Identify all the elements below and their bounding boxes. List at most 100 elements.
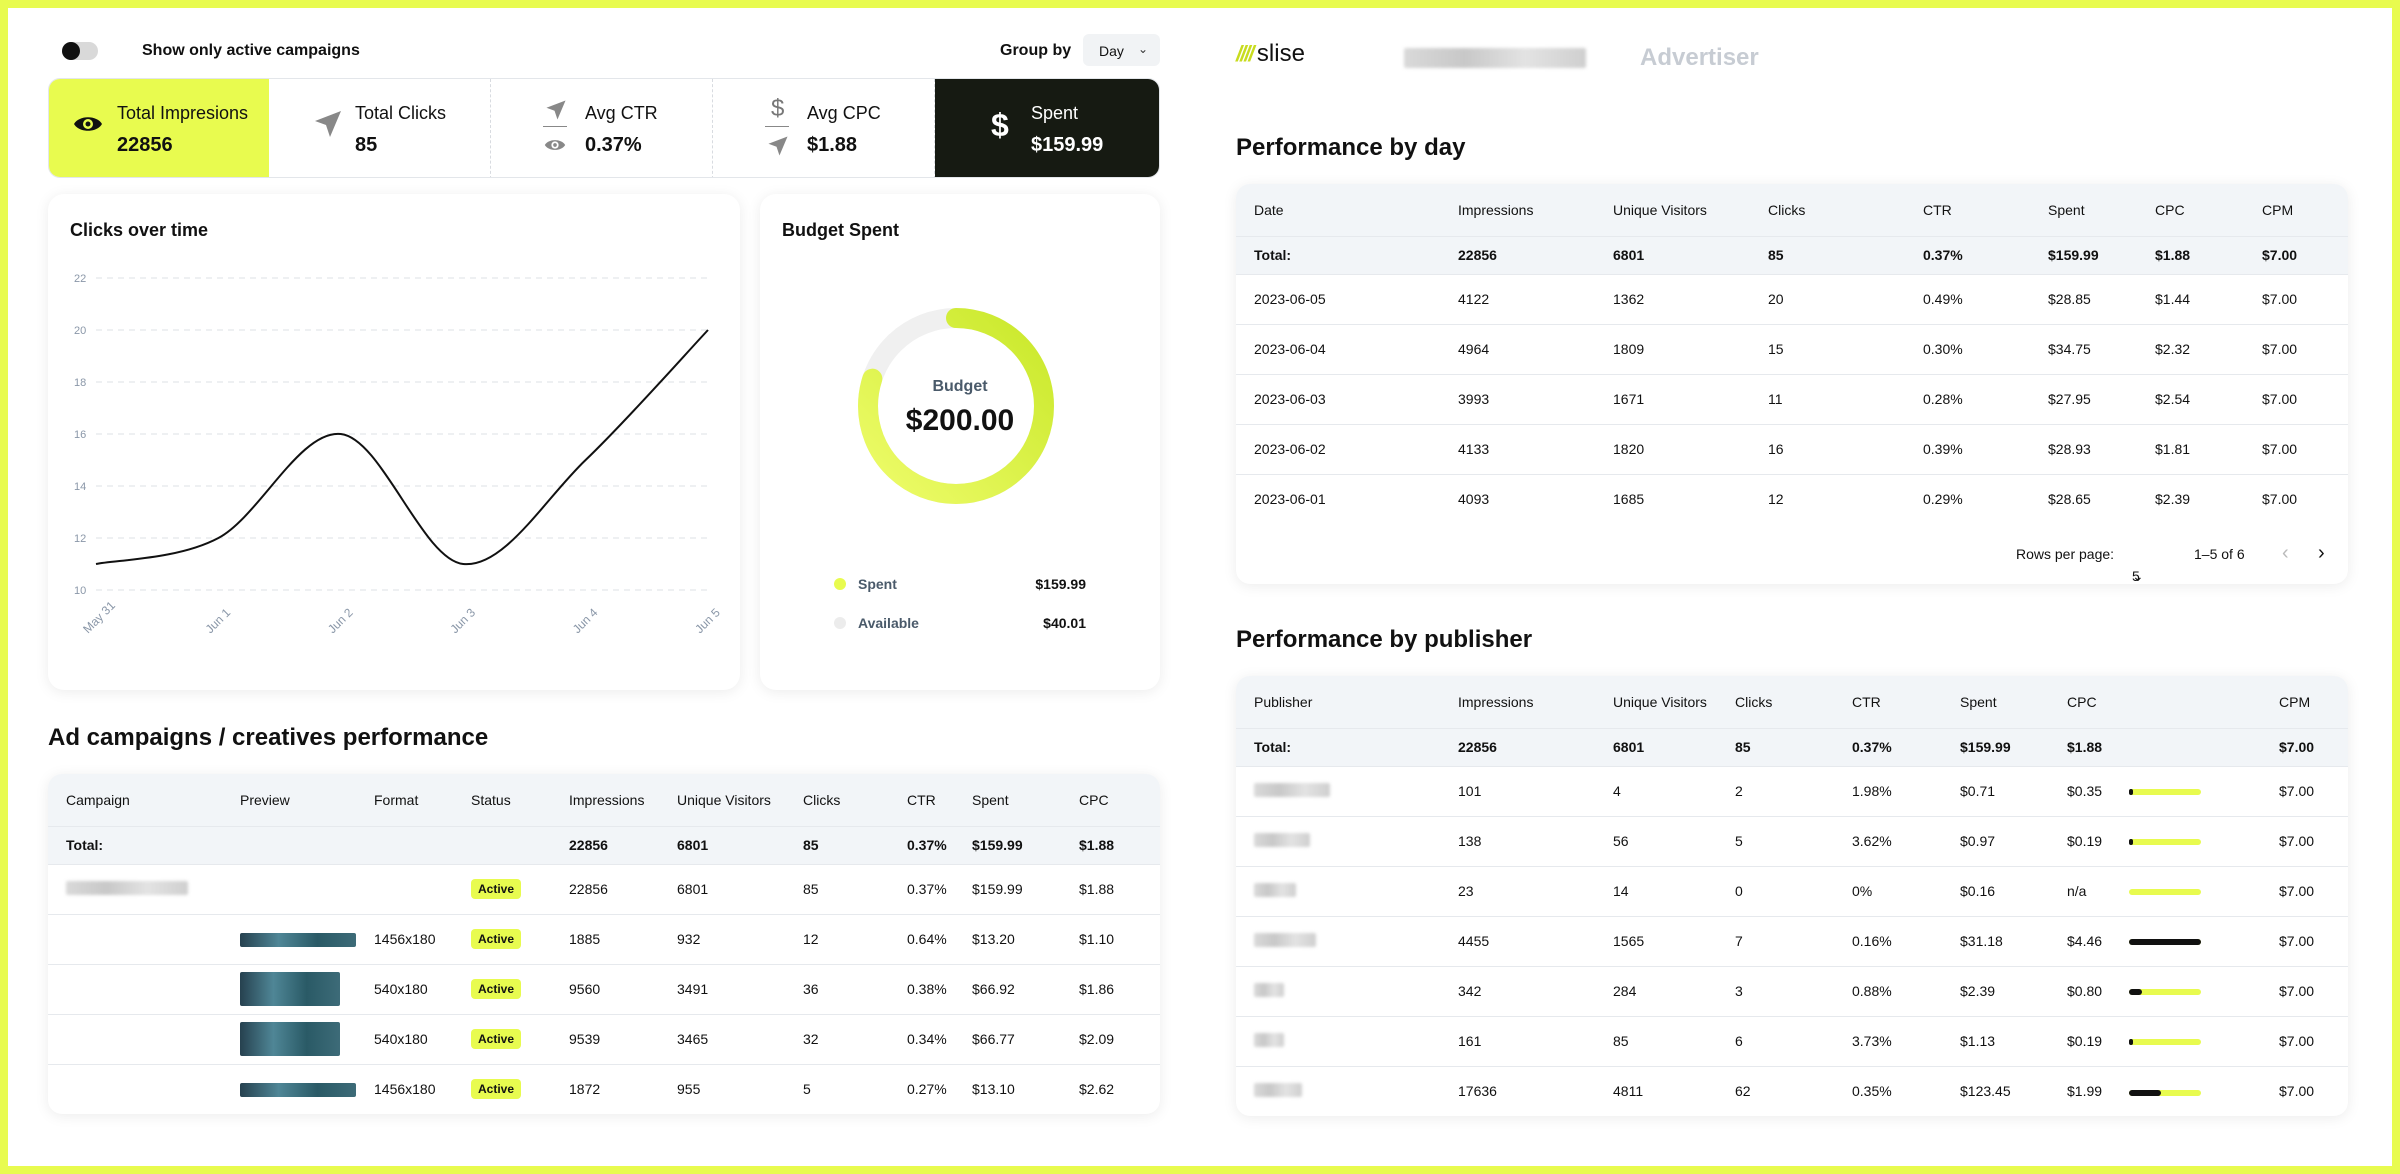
budget-card: Budget Spent Budget $200.00 Spent $159.9… (760, 194, 1160, 690)
col-ctr[interactable]: CTR (1834, 676, 1942, 728)
preview-cell (222, 863, 356, 914)
col-spent[interactable]: Spent (1942, 676, 2049, 728)
group-by-select[interactable]: Day ⌄ (1083, 34, 1160, 66)
clicks-chart-card: Clicks over time 10 12 14 16 18 20 22 May 31 Jun… (48, 194, 740, 690)
table-row[interactable]: 2023-06-05 4122 1362 20 0.49% $28.85 $1.44 $7.0… (1236, 273, 2348, 324)
table-row[interactable]: 17636 4811 62 0.35% $123.45 $1.99 $7.00 (1236, 1065, 2348, 1116)
total-cell: 22856 (1440, 235, 1595, 274)
active-campaigns-toggle[interactable] (62, 42, 98, 60)
col-campaign[interactable]: Campaign (48, 774, 222, 826)
table-row[interactable]: 2023-06-01 4093 1685 12 0.29% $28.65 $2.39 $7.0… (1236, 473, 2348, 524)
col-impressions[interactable]: Impressions (551, 774, 659, 826)
creative-thumbnail[interactable] (240, 972, 340, 1006)
cell: 4133 (1440, 423, 1595, 474)
table-row[interactable]: 101 4 2 1.98% $0.71 $0.35 $7.00 (1236, 765, 2348, 816)
stat-value: $1.88 (807, 134, 858, 156)
col-cpm[interactable]: CPM (2261, 676, 2348, 728)
creative-thumbnail[interactable] (240, 1083, 356, 1098)
col-status[interactable]: Status (453, 774, 551, 826)
spent-cell: $0.97 (1942, 815, 2049, 866)
col-cpc[interactable]: CPC (2137, 184, 2244, 236)
col-clicks[interactable]: Clicks (785, 774, 889, 826)
redacted-text (1254, 832, 1310, 847)
col-date[interactable]: Date (1236, 184, 1440, 236)
eye-icon (543, 137, 567, 158)
clicks-line-chart: 10 12 14 16 18 20 22 May 31 Jun 1 Jun 2 Jun 3 Jun 4… (74, 273, 723, 636)
col-impressions[interactable]: Impressions (1440, 676, 1595, 728)
col-visitors[interactable]: Unique Visitors (1595, 676, 1717, 728)
col-visitors[interactable]: Unique Visitors (659, 774, 785, 826)
col-ctr[interactable]: CTR (889, 774, 954, 826)
col-spent[interactable]: Spent (954, 774, 1061, 826)
total-label: Total: (1236, 235, 1440, 274)
next-page-icon[interactable]: › (2318, 542, 2325, 564)
right-column: //// slise Advertiser Performance by day… (1236, 8, 2354, 1166)
table-row[interactable]: 4455 1565 7 0.16% $31.18 $4.46 $7.00 (1236, 915, 2348, 966)
total-cell: 85 (1750, 235, 1905, 274)
col-cpc[interactable]: CPC (1061, 774, 1160, 826)
col-impressions[interactable]: Impressions (1440, 184, 1595, 236)
table-row[interactable]: 1456x180 Active 1885 932 12 0.64% $13.20… (48, 913, 1160, 964)
share-cell (2111, 865, 2261, 916)
table-row[interactable]: 540x180 Active 9560 3491 36 0.38% $66.92… (48, 963, 1160, 1014)
toggle-knob (62, 42, 80, 60)
impressions-cell: 17636 (1440, 1065, 1595, 1116)
table-row[interactable]: 540x180 Active 9539 3465 32 0.34% $66.77… (48, 1013, 1160, 1064)
table-row[interactable]: 161 85 6 3.73% $1.13 $0.19 $7.00 (1236, 1015, 2348, 1066)
col-clicks[interactable]: Clicks (1717, 676, 1834, 728)
table-row[interactable]: 342 284 3 0.88% $2.39 $0.80 $7.00 (1236, 965, 2348, 1016)
stat-label: Avg CPC (807, 103, 881, 123)
table-row[interactable]: 23 14 0 0% $0.16 n/a $7.00 (1236, 865, 2348, 916)
cell: 1685 (1595, 473, 1750, 524)
col-visitors[interactable]: Unique Visitors (1595, 184, 1750, 236)
share-cell (2111, 815, 2261, 866)
prev-page-icon[interactable]: ‹ (2282, 542, 2289, 564)
share-bar-fill (2129, 839, 2133, 846)
stat-value: $159.99 (1031, 134, 1104, 156)
col-cpm[interactable]: CPM (2244, 184, 2348, 236)
total-cell (222, 825, 356, 864)
cpc-cell: $1.99 (2049, 1065, 2111, 1116)
stat-label: Avg CTR (585, 103, 658, 123)
x-tick-label: Jun 3 (447, 605, 478, 636)
creative-thumbnail[interactable] (240, 933, 356, 948)
stat-avg-cpc[interactable]: $ Avg CPC $1.88 (713, 79, 935, 177)
total-cell: 6801 (659, 825, 785, 864)
legend-swatch-spent (834, 578, 846, 590)
status-cell: Active (453, 1013, 551, 1064)
col-cpc[interactable]: CPC (2049, 676, 2111, 728)
impressions-cell: 342 (1440, 965, 1595, 1016)
advertiser-tab[interactable]: Advertiser (1640, 44, 1759, 71)
impressions-cell: 4455 (1440, 915, 1595, 966)
col-clicks[interactable]: Clicks (1750, 184, 1905, 236)
cursor-arrow-icon (545, 99, 567, 126)
by-day-table: Date Impressions Unique Visitors Clicks … (1236, 184, 2348, 584)
table-row[interactable]: 2023-06-04 4964 1809 15 0.30% $34.75 $2.32 $7.0… (1236, 323, 2348, 374)
toggle-label: Show only active campaigns (142, 42, 360, 59)
redacted-text (1254, 782, 1330, 797)
creative-thumbnail[interactable] (240, 1022, 340, 1056)
status-cell: Active (453, 863, 551, 914)
format-cell: 540x180 (356, 1013, 453, 1064)
redacted-account-name (1404, 48, 1586, 68)
stat-spent[interactable]: $ Spent $159.99 (935, 79, 1159, 177)
table-row[interactable]: 2023-06-03 3993 1671 11 0.28% $27.95 $2.54 $7.0… (1236, 373, 2348, 424)
col-preview[interactable]: Preview (222, 774, 356, 826)
col-spent[interactable]: Spent (2030, 184, 2137, 236)
col-format[interactable]: Format (356, 774, 453, 826)
table-row[interactable]: Active 22856 6801 85 0.37% $159.99 $1.88 (48, 863, 1160, 914)
stat-total-clicks[interactable]: Total Clicks 85 (269, 79, 491, 177)
cell: $27.95 (2030, 373, 2137, 424)
donut-spent-arc[interactable] (858, 308, 1054, 504)
ctr-cell: 1.98% (1834, 765, 1942, 816)
slise-logo[interactable]: //// slise (1236, 40, 1305, 68)
clicks-series-line (95, 329, 709, 566)
stat-avg-ctr[interactable]: Avg CTR 0.37% (491, 79, 713, 177)
table-row[interactable]: 1456x180 Active 1872 955 5 0.27% $13.10 … (48, 1063, 1160, 1114)
col-ctr[interactable]: CTR (1905, 184, 2030, 236)
table-row[interactable]: 2023-06-02 4133 1820 16 0.39% $28.93 $1.81 $7.0… (1236, 423, 2348, 474)
table-row[interactable]: 138 56 5 3.62% $0.97 $0.19 $7.00 (1236, 815, 2348, 866)
stat-total-impressions[interactable]: Total Impresions 22856 (49, 79, 269, 177)
status-badge: Active (471, 1079, 522, 1100)
col-publisher[interactable]: Publisher (1236, 676, 1440, 728)
